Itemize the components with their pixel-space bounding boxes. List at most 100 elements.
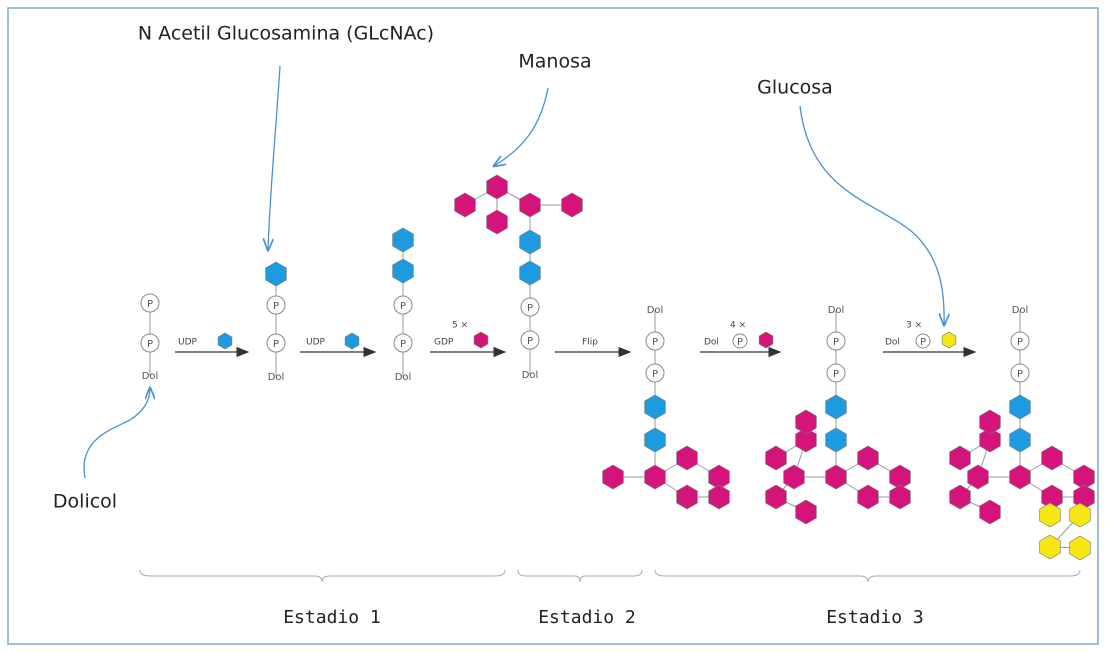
stage-label: Estadio 1 (283, 607, 381, 628)
phosphate-label: P (737, 337, 743, 348)
stage-label: Estadio 2 (538, 607, 636, 628)
phosphate (393, 295, 413, 315)
hexagon (1069, 535, 1091, 561)
phosphate (140, 333, 160, 353)
hexagon (644, 464, 666, 490)
step-count: 3 × (906, 321, 922, 331)
hexagon (825, 427, 847, 453)
hexagon (265, 261, 287, 287)
hexagon (392, 227, 414, 253)
hexagon (486, 209, 508, 235)
phosphate-label: P (527, 336, 533, 347)
hexagon (825, 464, 847, 490)
hexagon (1009, 464, 1031, 490)
mannose-label: Manosa (518, 51, 591, 73)
phosphate (140, 293, 160, 313)
phosphate-label: P (833, 337, 839, 348)
dolichol-symbol: Dol (647, 305, 664, 316)
hexagon (519, 260, 541, 286)
phosphate-label: P (527, 303, 533, 314)
pointer-arrows (83, 65, 944, 479)
phosphate (645, 331, 665, 351)
hexagon (1009, 427, 1031, 453)
phosphate (732, 333, 748, 349)
hexagon (644, 427, 666, 453)
dolichol-symbol: Dol (1012, 305, 1029, 316)
hexagon (344, 332, 360, 350)
hexagon (765, 484, 787, 510)
hexagon (1041, 445, 1063, 471)
hexagon (758, 331, 774, 349)
phosphate (393, 333, 413, 353)
step-count: 5 × (452, 321, 468, 331)
phosphate (915, 333, 931, 349)
hexagon (473, 331, 489, 349)
hexagon (941, 331, 957, 349)
phosphate-label: P (833, 369, 839, 380)
phosphate (520, 297, 540, 317)
hexagon (217, 332, 233, 350)
stage-braces (139, 569, 1081, 583)
phosphate-label: P (652, 337, 658, 348)
hexagon (979, 409, 1001, 435)
dolichol-symbol: Dol (522, 370, 539, 381)
dolichol-symbol: Dol (395, 372, 412, 383)
step-count: 4 × (730, 321, 746, 331)
glcnac-label: N Acetil Glucosamina (GLcNAc) (138, 23, 434, 45)
phosphate (826, 331, 846, 351)
hexagon (519, 229, 541, 255)
hexagon (1069, 502, 1091, 528)
hexagon (967, 464, 989, 490)
hexagon (979, 499, 1001, 525)
hexagon (857, 445, 879, 471)
hexagon (676, 484, 698, 510)
phosphate-label: P (1017, 337, 1023, 348)
hexagon (949, 484, 971, 510)
phosphate-label: P (652, 369, 658, 380)
step-label: Dol (704, 338, 719, 348)
step-label: UDP (178, 338, 198, 348)
hexagon (795, 499, 817, 525)
hexagon (889, 484, 911, 510)
dolichol-symbol: Dol (142, 371, 159, 382)
hexagon (486, 174, 508, 200)
dolichol-symbol: Dol (828, 305, 845, 316)
step-label: Dol (885, 338, 900, 348)
hexagon (519, 192, 541, 218)
step-label: GDP (434, 338, 454, 348)
hexagon (949, 445, 971, 471)
hexagon (857, 484, 879, 510)
glucose-label: Glucosa (757, 77, 833, 99)
phosphate (266, 295, 286, 315)
hexagon (454, 192, 476, 218)
phosphate (1010, 331, 1030, 351)
dolichol-symbol: Dol (268, 372, 285, 383)
frame (7, 7, 1099, 645)
hexagon (979, 427, 1001, 453)
phosphate-label: P (400, 339, 406, 350)
hexagon (644, 394, 666, 420)
phosphate (266, 333, 286, 353)
phosphate (1010, 363, 1030, 383)
hexagon (795, 409, 817, 435)
stage-label: Estadio 3 (826, 607, 924, 628)
structures: P P Dol P P Dol P P Dol P P Dol Dol P P Dol P P Dol P P UDP UD… (140, 174, 1095, 561)
hexagon (676, 445, 698, 471)
hexagon (783, 464, 805, 490)
hexagon (765, 445, 787, 471)
hexagon (795, 427, 817, 453)
phosphate-label: P (147, 299, 153, 310)
hexagon (1009, 394, 1031, 420)
dolichol-label: Dolicol (53, 491, 117, 513)
hexagon (561, 192, 583, 218)
step-label: UDP (306, 338, 326, 348)
step-label: Flip (582, 338, 598, 348)
phosphate-label: P (920, 337, 926, 348)
hexagon (1039, 534, 1061, 560)
phosphate (520, 330, 540, 350)
phosphate-label: P (147, 339, 153, 350)
phosphate (645, 363, 665, 383)
phosphate-label: P (273, 301, 279, 312)
hexagon (602, 464, 624, 490)
